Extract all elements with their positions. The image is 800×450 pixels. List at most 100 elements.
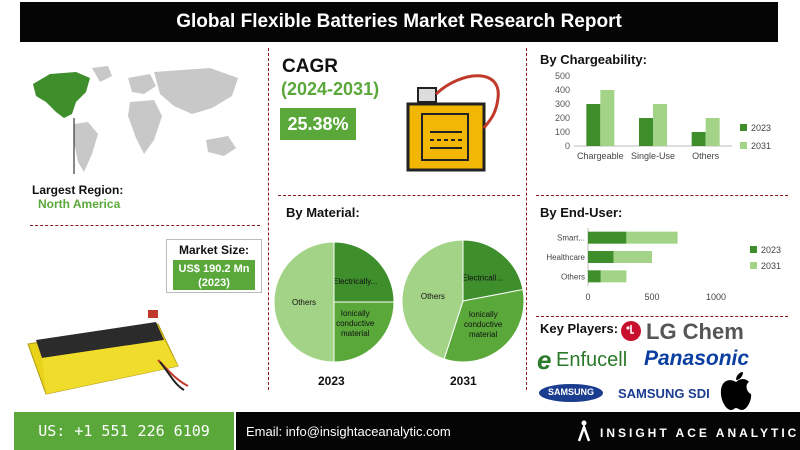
bar-2031-smart — [626, 231, 678, 244]
pie-label: material — [469, 330, 498, 339]
largest-region-label: Largest Region: — [32, 183, 124, 197]
x-tick-label: 1000 — [706, 292, 726, 302]
x-tick-label: 0 — [585, 292, 590, 302]
cagr-label: CAGR — [282, 56, 338, 77]
largest-region-value: North America — [38, 197, 121, 211]
material-pie-2023: Electrically... Ionicallyconductivemateri… — [273, 241, 395, 363]
y-tick-label: 300 — [555, 99, 570, 109]
x-tick-label: 500 — [644, 292, 659, 302]
pie-label: Electricall... — [462, 273, 503, 282]
bar-2023-others — [588, 270, 601, 283]
email-contact[interactable]: Email: info@insightaceanalytic.com — [246, 424, 451, 439]
pie-slice — [273, 241, 335, 363]
battery-pack-image — [27, 310, 189, 395]
world-map — [33, 66, 238, 174]
brand-name: INSIGHT ACE ANALYTIC — [600, 426, 800, 440]
divider-right-h2 — [536, 316, 788, 317]
footer-bar: Email: info@insightaceanalytic.com INSIG… — [236, 412, 800, 450]
market-size-card: Market Size: US$ 190.2 Mn (2023) — [166, 239, 262, 293]
key-players-title: Key Players: — [540, 321, 619, 336]
pie-label: conductive — [336, 319, 375, 328]
pie-slice — [462, 239, 524, 302]
pie-slice — [333, 241, 395, 303]
bar-2023-single-use — [639, 118, 653, 146]
samsung-logo-text: SAMSUNG — [547, 387, 594, 397]
y-tick-label: 200 — [555, 113, 570, 123]
market-size-label: Market Size: — [178, 243, 250, 257]
map-australia — [206, 136, 236, 156]
map-asia — [154, 68, 238, 114]
apple-logo-icon — [720, 372, 752, 410]
legend-label-2031: 2031 — [761, 261, 781, 271]
pie-slice — [443, 288, 525, 363]
cagr-period: (2024-2031) — [281, 79, 380, 99]
bar-2031-others — [600, 270, 627, 283]
pie-label: material — [341, 329, 370, 338]
bar-2023-healthcare — [588, 251, 614, 263]
divider-left — [268, 48, 269, 390]
bar-2023-chargeable — [586, 104, 601, 146]
material-pie-2031: Electricall... Ionicallyconductivemateria… — [401, 239, 525, 363]
y-tick-label: 500 — [555, 71, 570, 81]
panasonic-logo: Panasonic — [644, 347, 750, 370]
legend-label-2023: 2023 — [761, 245, 781, 255]
pie-2023-year: 2023 — [318, 374, 345, 388]
cagr-value: 25.38% — [280, 108, 356, 140]
lg-chem-logo: LG Chem — [646, 319, 744, 344]
y-tick-label: Smart... — [557, 234, 585, 243]
market-size-value: US$ 190.2 Mn (2023) — [173, 260, 255, 290]
legend-swatch-2031 — [740, 142, 747, 149]
bar-2023-smart — [588, 231, 627, 244]
pie-label: Electrically... — [333, 277, 377, 286]
chargeability-title: By Chargeability: — [540, 52, 647, 67]
legend-label-2031: 2031 — [751, 141, 771, 151]
y-tick-label: 400 — [555, 85, 570, 95]
map-europe — [128, 74, 156, 94]
divider-right — [526, 48, 527, 390]
pie-label: Others — [421, 292, 445, 301]
legend-swatch-2031 — [750, 262, 757, 269]
pie-label: Others — [292, 298, 316, 307]
pie-slice — [333, 301, 395, 363]
map-africa — [128, 100, 162, 154]
x-tick-label: Single-Use — [631, 151, 675, 161]
end-user-title: By End-User: — [540, 205, 623, 220]
bar-2031-healthcare — [613, 251, 652, 263]
divider-left-h — [30, 225, 260, 226]
bar-2031-others — [705, 118, 720, 146]
y-tick-label: 100 — [555, 127, 570, 137]
enfucell-logo: Enfucell — [556, 349, 628, 371]
bar-2031-single-use — [653, 104, 667, 146]
chargeability-chart: 0 100 200 300 400 500 Chargeable Single-Use Othe… — [555, 71, 771, 161]
legend-swatch-2023 — [740, 124, 747, 131]
market-size-amount: US$ 190.2 Mn — [178, 263, 250, 275]
map-south-america — [74, 122, 98, 172]
bar-2023-others — [691, 132, 706, 146]
samsung-oval-icon — [539, 384, 603, 402]
x-tick-label: Others — [692, 151, 720, 161]
y-tick-label: 0 — [565, 141, 570, 151]
pie-label: conductive — [464, 320, 503, 329]
x-tick-label: Chargeable — [577, 151, 624, 161]
bar-2031-chargeable — [600, 90, 615, 146]
end-user-chart: Smart... Healthcare Others 0 500 1000 2023 2031 — [546, 228, 781, 302]
battery-illustration — [406, 74, 500, 172]
divider-right-h — [536, 195, 788, 196]
pie-slice — [401, 239, 464, 360]
samsung-logo: SAMSUNG — [538, 383, 604, 403]
y-tick-label: Healthcare — [546, 253, 585, 262]
divider-mid-h — [278, 195, 520, 196]
pie-2031-year: 2031 — [450, 374, 477, 388]
brand-logo-icon — [577, 420, 591, 442]
material-title: By Material: — [286, 205, 360, 220]
map-north-america — [33, 72, 90, 118]
pie-label: Ionically — [469, 310, 498, 319]
phone-contact: US: +1 551 226 6109 — [14, 412, 234, 450]
enfucell-e-icon: e — [537, 345, 552, 375]
y-tick-label: Others — [561, 272, 585, 281]
samsung-sdi-logo: SAMSUNG SDI — [618, 386, 710, 401]
page-title: Global Flexible Batteries Market Researc… — [20, 2, 778, 42]
pie-label: Ionically — [341, 309, 370, 318]
legend-label-2023: 2023 — [751, 123, 771, 133]
legend-swatch-2023 — [750, 246, 757, 253]
